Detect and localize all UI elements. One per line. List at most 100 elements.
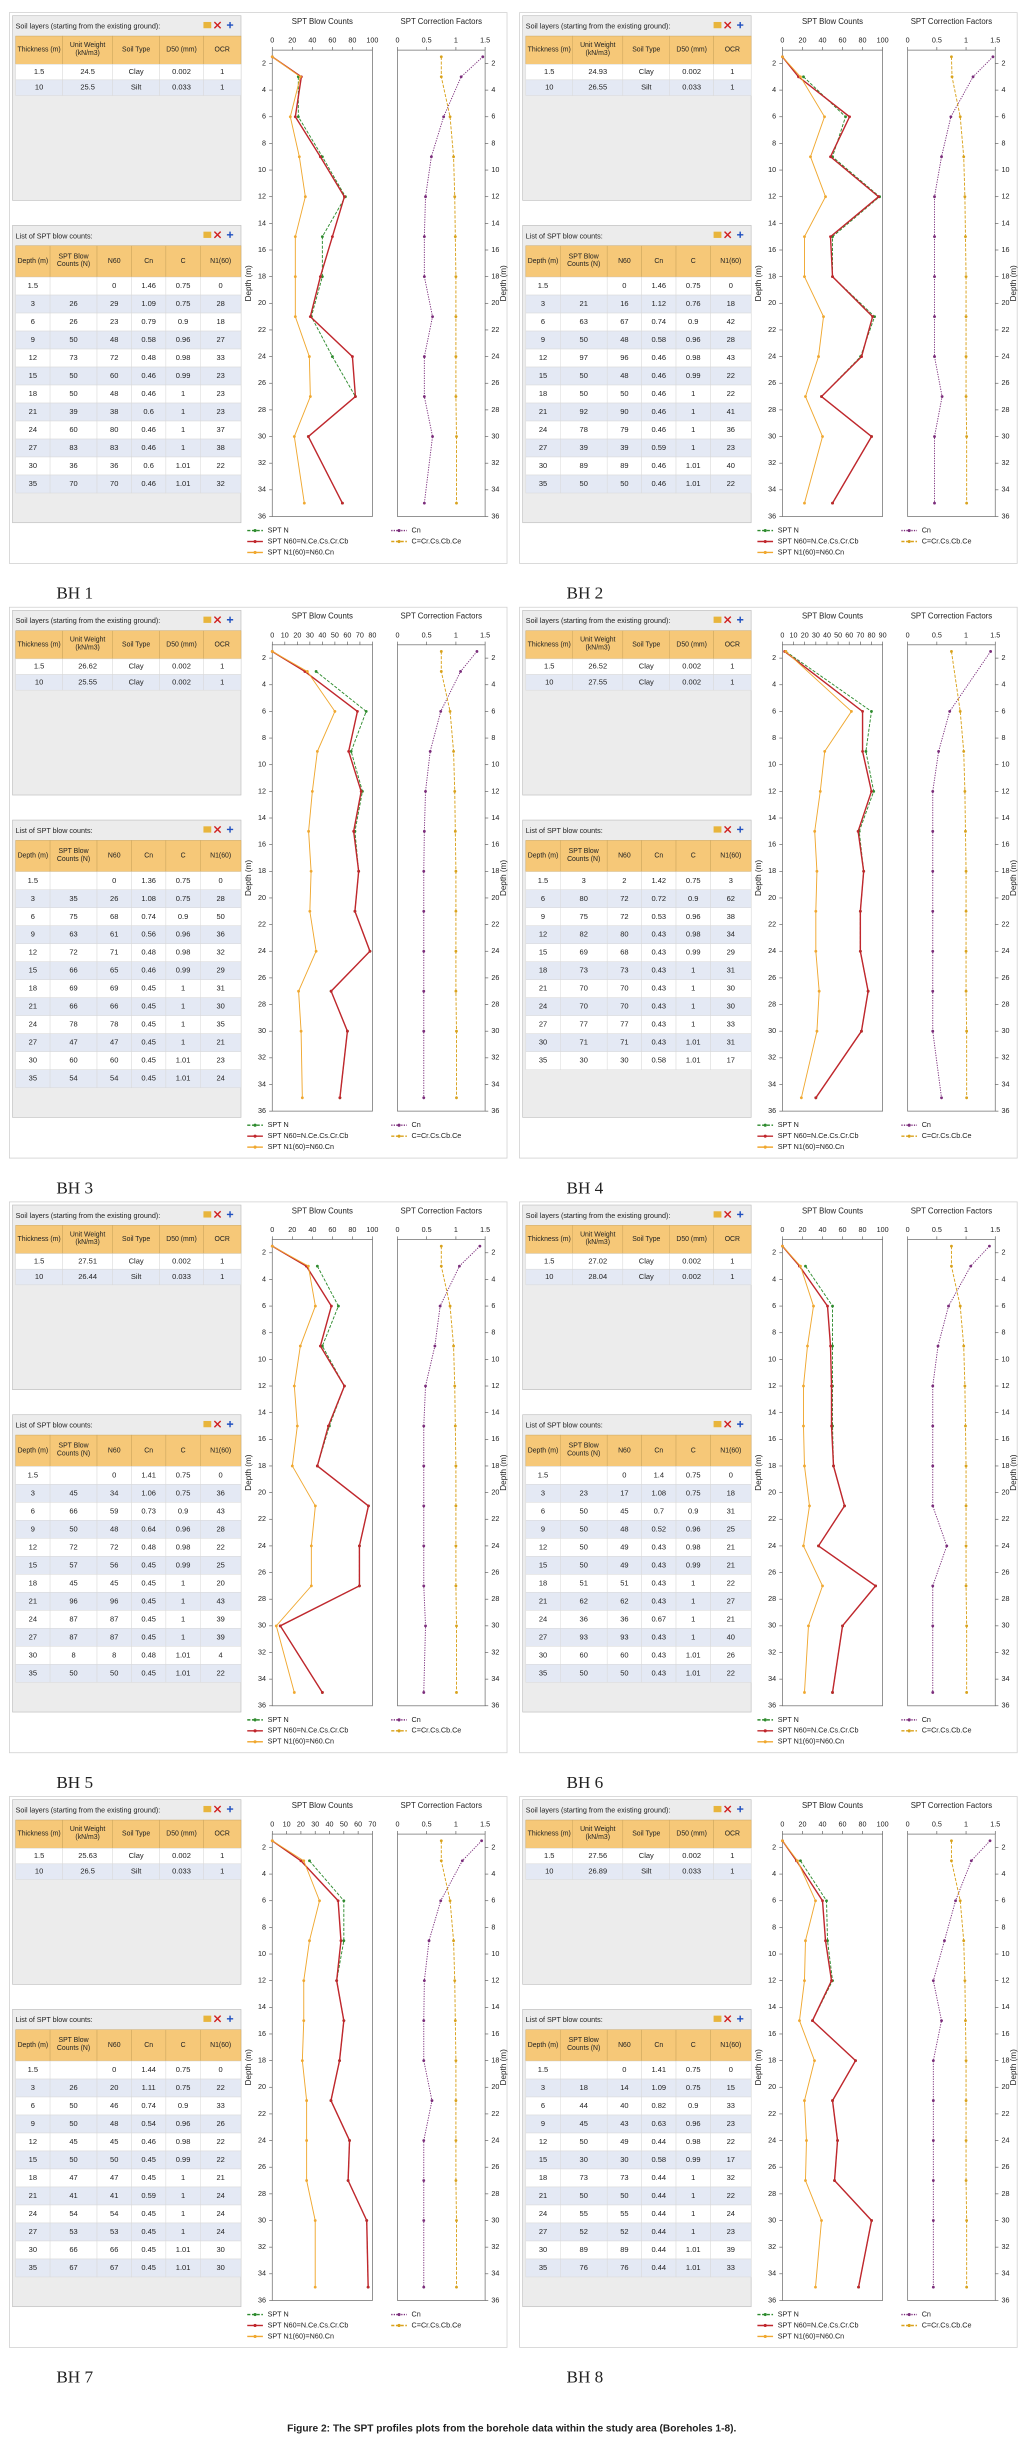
y-tick-label: 24 [491, 1541, 499, 1550]
series-point [422, 1691, 426, 1694]
series-point [431, 315, 434, 319]
y-tick-label: 2 [772, 653, 776, 662]
spt-value: 1 [691, 2227, 695, 2236]
spt-value: 60 [69, 1056, 77, 1065]
y-tick-label: 2 [262, 653, 266, 662]
close-icon [724, 2015, 732, 2023]
y-tick-label: 28 [768, 999, 776, 1008]
spt-value: 0.75 [686, 1470, 701, 1479]
add-icon [226, 616, 234, 623]
series-point [815, 1029, 819, 1033]
spt-value: 1.01 [686, 2263, 701, 2272]
series-point [803, 1691, 806, 1694]
spt-value: 22 [216, 1542, 224, 1551]
spt-value: 23 [216, 407, 224, 416]
y-tick-label: 34 [1002, 485, 1010, 494]
soil-value: 1 [220, 677, 224, 686]
soil-value: 26.5 [80, 1867, 95, 1876]
y-tick-label: 4 [262, 1274, 266, 1283]
legend-marker [763, 2334, 767, 2339]
soil-value: 25.5 [80, 83, 95, 92]
series-point [308, 395, 312, 398]
series-point [831, 275, 834, 279]
spt-value: 80 [110, 425, 118, 434]
spt-value: 0.45 [141, 1632, 156, 1641]
header-text: N60 [618, 256, 631, 264]
series-point [830, 1384, 833, 1388]
spt-value: 1 [181, 443, 185, 452]
spt-value: 0.96 [176, 335, 191, 344]
folder-icon [203, 1805, 212, 1813]
header-cell-box: Depth (m) [18, 1445, 49, 1453]
series-point [422, 949, 426, 953]
x-tick-label: 0.5 [422, 36, 432, 45]
legend-label: C=Cr.Cs.Cb.Ce [922, 1131, 972, 1140]
x-tick-label: 1.5 [480, 36, 490, 45]
series-point [864, 749, 868, 753]
header-cell-box: C [691, 256, 696, 264]
spt-value: 0.75 [686, 281, 701, 290]
spt-value: 1.4 [654, 1470, 664, 1479]
spt-value: 1 [181, 1020, 185, 1029]
spt-value: 0.45 [141, 1020, 156, 1029]
legend-label: C=Cr.Cs.Cb.Ce [412, 2320, 462, 2329]
spt-value: 69 [110, 984, 118, 993]
series-line [932, 1840, 991, 2288]
series-point [455, 1624, 458, 1628]
legend-label: SPT N1(60)=N60.Cn [778, 1142, 844, 1151]
legend-label: Cn [922, 2309, 931, 2318]
spt-value: 0 [112, 281, 116, 290]
spt-value: 21 [29, 1002, 37, 1011]
borehole-label: BH 4 [566, 1178, 603, 1197]
depth-axis-label: Depth (m) [499, 2049, 508, 2085]
y-tick-label: 10 [491, 165, 499, 174]
legend-marker [253, 1740, 257, 1744]
spt-value: 0.43 [652, 1596, 667, 1605]
spt-value: 22 [727, 2191, 735, 2200]
series-point [338, 2059, 341, 2063]
header-cell [641, 2029, 677, 2062]
series-line [781, 1840, 873, 2288]
y-tick-label: 32 [1002, 2242, 1010, 2251]
spt-value: 48 [110, 1524, 118, 1533]
spt-value: 50 [110, 1668, 118, 1677]
series-point [439, 75, 443, 79]
series-point [309, 869, 313, 873]
series-point [933, 315, 936, 319]
y-tick-label: 30 [258, 1026, 266, 1035]
spt-value: 29 [727, 948, 735, 957]
spt-value: 50 [580, 2137, 588, 2146]
spt-value: 33 [727, 2263, 735, 2272]
x-tick-label: 50 [834, 630, 842, 639]
spt-value: 23 [727, 2119, 735, 2128]
series-point [931, 1979, 935, 1983]
x-tick-label: 20 [297, 1820, 305, 1829]
header-cell-box: D50 (mm) [166, 45, 197, 53]
spt-value: 43 [216, 1506, 224, 1515]
spt-cell [200, 1069, 242, 1088]
series-line [272, 56, 311, 504]
series-point [422, 1096, 426, 1100]
soil-title: Soil layers (starting from the existing … [526, 1211, 671, 1220]
header-cell [525, 35, 573, 65]
spt-value: 0.9 [688, 894, 698, 903]
series-point [813, 2059, 816, 2063]
series-point [969, 1264, 973, 1268]
series-point [958, 115, 962, 119]
series-point [931, 789, 935, 793]
header-text: Unit Weight (kN/m3) [69, 635, 106, 652]
y-tick-label: 32 [258, 1647, 266, 1656]
y-tick-label: 4 [491, 1869, 495, 1878]
series-point [342, 195, 346, 199]
spt-value: 30 [29, 1056, 37, 1065]
plot-frame [907, 1833, 996, 2301]
x-tick-label: 40 [308, 1225, 316, 1234]
header-cell [622, 1819, 671, 1849]
soil-value: 27.02 [588, 1256, 607, 1265]
y-tick-label: 16 [258, 2029, 266, 2038]
legend-marker [253, 2334, 257, 2339]
spt-value: 12 [29, 2137, 37, 2146]
series-point [815, 869, 819, 873]
spt-value: 0.98 [686, 1542, 701, 1551]
spt-value: 1 [691, 425, 695, 434]
